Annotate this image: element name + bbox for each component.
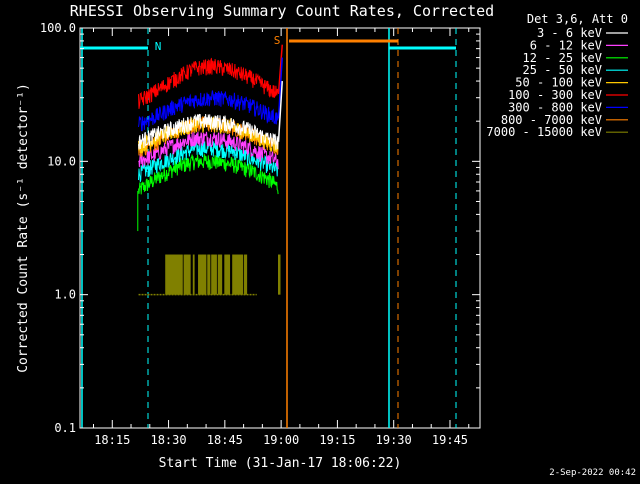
legend-label: 6 - 12 keV: [530, 38, 602, 52]
legend-label: 300 - 800 keV: [508, 100, 602, 114]
x-tick-label: 18:45: [207, 433, 243, 447]
x-tick-label: 18:30: [150, 433, 186, 447]
y-tick-label: 1.0: [54, 288, 76, 302]
x-tick-label: 19:45: [432, 433, 468, 447]
y-tick-label: 0.1: [54, 421, 76, 435]
footer-timestamp: 2-Sep-2022 00:42: [549, 468, 636, 478]
plot-frame: [79, 27, 481, 429]
legend-label: 3 - 6 keV: [537, 26, 602, 40]
legend-label: 12 - 25 keV: [523, 51, 602, 65]
x-tick-label: 19:00: [263, 433, 299, 447]
night-label: N: [155, 40, 162, 53]
legend-label: 7000 - 15000 keV: [486, 125, 602, 139]
series-layer: [137, 44, 283, 296]
legend-label: 100 - 300 keV: [508, 88, 602, 102]
legend-title: Det 3,6, Att 0: [527, 12, 628, 26]
series-line-6: [138, 90, 279, 132]
legend-label: 800 - 7000 keV: [501, 113, 602, 127]
legend-label: 25 - 50 keV: [523, 63, 602, 77]
axes-layer: 18:15 18:30 18:45 19:00 19:15 19:30 19:45 0.1 1.…: [40, 21, 480, 447]
series-line-7: [138, 115, 279, 158]
series-line-0: [138, 113, 279, 150]
x-tick-label: 18:15: [94, 433, 130, 447]
series-line-5: [138, 57, 279, 109]
saa-label: S: [274, 34, 281, 47]
series-line-1: [138, 131, 279, 170]
legend-label: 50 - 100 keV: [515, 76, 602, 90]
x-axis-label: Start Time (31-Jan-17 18:06:22): [159, 456, 402, 471]
y-tick-label: 100.0: [40, 21, 76, 35]
series-spike-6: [277, 57, 283, 119]
x-tick-label: 19:30: [376, 433, 412, 447]
x-tick-label: 19:15: [319, 433, 355, 447]
series-spike-5: [277, 44, 283, 95]
chart-title: RHESSI Observing Summary Count Rates, Co…: [70, 2, 494, 20]
series-line-2: [138, 154, 279, 195]
y-tick-label: 10.0: [47, 154, 76, 168]
y-axis-label: Corrected Count Rate (s⁻¹ detector⁻¹): [16, 83, 31, 373]
series-spike-0: [277, 81, 283, 142]
